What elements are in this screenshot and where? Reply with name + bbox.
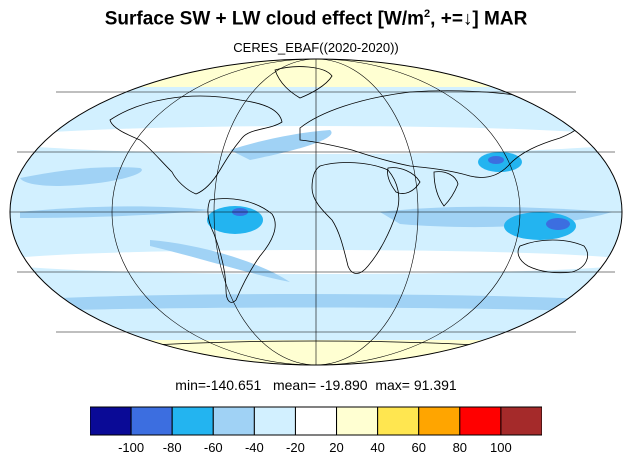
- south-america: [207, 198, 276, 303]
- colorbar-tick-label: 100: [490, 440, 512, 455]
- colorbar-tick-label: -20: [286, 440, 305, 455]
- chart-subtitle: CERES_EBAF((2020-2020)): [233, 40, 399, 55]
- map-border: [9, 58, 623, 366]
- field-statistics: min=-140.651 mean= -19.890 max= 91.391: [175, 377, 457, 393]
- graticule: [10, 58, 622, 366]
- arabia: [387, 167, 421, 194]
- colorbar-labels: -100 -80 -60 -40 -20 20 40 60 80 100: [0, 440, 632, 458]
- colorbar-tick-label: 20: [329, 440, 344, 455]
- colorbar-swatch-0: [90, 406, 132, 436]
- colorbar-swatch-6: [336, 406, 379, 436]
- europe-asia: [299, 90, 585, 178]
- colorbar-swatch-2: [171, 406, 214, 436]
- maritime-core: [546, 218, 570, 230]
- colorbar: [90, 406, 542, 436]
- colorbar-tick-label: -100: [118, 440, 145, 455]
- north-pacific-storm-track: [20, 167, 142, 186]
- colorbar-swatch-10: [500, 406, 542, 436]
- greenland: [274, 66, 333, 99]
- colorbar-swatch-1: [130, 406, 173, 436]
- colorbar-tick-label: 60: [411, 440, 426, 455]
- colorbar-tick-label: -60: [203, 440, 223, 455]
- colorbar-tick-label: -80: [162, 440, 182, 455]
- world-map: [9, 58, 623, 366]
- colorbar-tick-label: -40: [244, 440, 264, 455]
- north-america: [109, 95, 283, 195]
- colorbar-tick-label: 40: [370, 440, 385, 455]
- colorbar-tick-label: 80: [452, 440, 468, 455]
- colorbar-swatch-7: [377, 406, 420, 436]
- north-atlantic-storm-track: [230, 130, 332, 160]
- chart-title: Surface SW + LW cloud effect [W/m2, +=↓]…: [104, 8, 528, 30]
- amazon-strong-effect: [207, 206, 263, 234]
- india: [433, 171, 459, 207]
- colorbar-swatch-5: [294, 406, 338, 436]
- south-pacific-convergence: [150, 240, 290, 282]
- colorbar-swatch-3: [212, 406, 255, 436]
- east-asia-core: [488, 156, 504, 164]
- colorbar-swatch-9: [459, 406, 502, 436]
- colorbar-swatch-4: [253, 406, 296, 436]
- africa: [311, 162, 400, 274]
- colorbar-swatch-8: [418, 406, 461, 436]
